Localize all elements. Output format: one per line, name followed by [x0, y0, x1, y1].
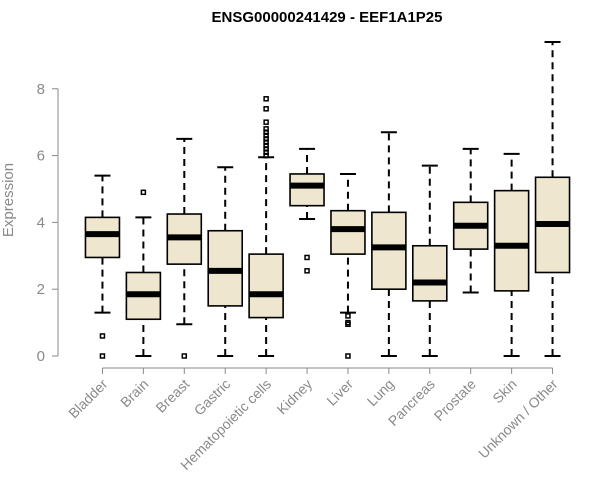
y-axis-label: Expression: [0, 163, 17, 237]
outlier-point: [345, 353, 351, 359]
x-tick-label: Kidney: [274, 376, 316, 418]
y-tick-label: 2: [37, 281, 45, 298]
box-group: [493, 152, 530, 357]
x-tick-label: Brain: [117, 376, 151, 410]
y-tick-label: 8: [37, 81, 45, 98]
box-iqr: [493, 189, 530, 292]
outlier-point: [304, 268, 310, 274]
outlier-point: [304, 254, 310, 261]
y-tick-label: 6: [37, 148, 45, 165]
box-group: [411, 164, 448, 357]
box-iqr: [411, 244, 448, 302]
box-iqr: [330, 209, 366, 255]
outlier-point: [345, 313, 351, 319]
outlier-point: [263, 119, 269, 125]
box-group: [534, 41, 571, 357]
y-tick-label: 4: [37, 214, 45, 231]
outlier-point: [345, 321, 351, 328]
x-tick-label: Skin: [489, 376, 520, 407]
box-iqr: [248, 253, 284, 319]
chart-title: ENSG00000241429 - EEF1A1P25: [212, 9, 443, 26]
boxes-layer: [84, 41, 571, 359]
box-group: [166, 137, 203, 359]
box-group: [371, 131, 407, 357]
outlier-point: [263, 126, 269, 132]
box-group: [452, 147, 489, 294]
x-tick-label: Lung: [364, 376, 397, 409]
x-tick-label: Breast: [152, 376, 192, 416]
x-tick-label: Prostate: [431, 376, 479, 424]
outlier-point: [181, 353, 188, 359]
x-tick-label: Liver: [323, 376, 356, 409]
outlier-point: [99, 353, 106, 359]
box-iqr: [371, 211, 407, 290]
box-group: [330, 172, 366, 359]
outlier-point: [263, 96, 269, 102]
box-iqr: [84, 216, 121, 259]
box-group: [125, 189, 162, 357]
box-iqr: [289, 173, 325, 207]
outlier-point: [99, 333, 106, 339]
box-group: [289, 147, 325, 274]
outlier-point: [140, 189, 147, 196]
box-group: [248, 96, 284, 357]
box-group: [84, 174, 121, 359]
outlier-point: [263, 106, 269, 112]
box-group: [207, 166, 244, 357]
y-axis: 0 2 4 6 8: [37, 81, 59, 365]
x-tick-label: Bladder: [65, 376, 111, 422]
y-tick-label: 0: [37, 348, 45, 365]
